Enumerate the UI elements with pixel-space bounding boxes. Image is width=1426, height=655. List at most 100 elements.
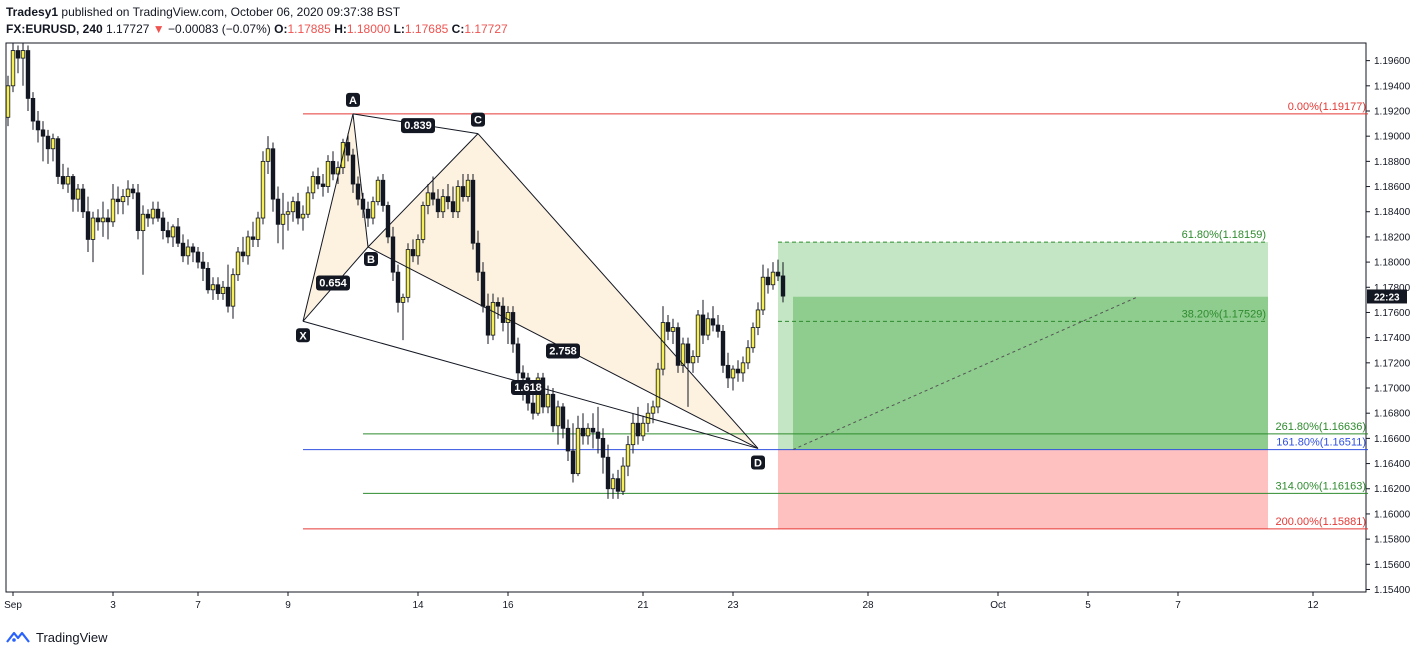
y-tick-label: 1.15400 [1374, 585, 1411, 596]
symbol-label[interactable]: FX:EURUSD, 240 [6, 22, 103, 36]
candle-body [750, 327, 756, 349]
candle-body [475, 242, 481, 273]
candle-body [765, 276, 771, 286]
candle-body [180, 242, 186, 257]
candle-body [35, 120, 41, 131]
candle-body [330, 160, 336, 175]
pattern-point-badge [296, 328, 310, 343]
candle-body [320, 183, 326, 187]
symbol-line: FX:EURUSD, 240 1.17727 ▼ −0.00083 (−0.07… [6, 21, 508, 38]
fib-level-label: 314.00%(1.16163) [1275, 480, 1366, 492]
candle-body [720, 330, 726, 366]
x-tick-label: 28 [862, 600, 874, 611]
candle-body [305, 192, 311, 215]
loss-zone [778, 449, 1268, 529]
candle-body [265, 148, 271, 162]
publisher-name[interactable]: Tradesy1 [6, 5, 59, 19]
candle-body [470, 179, 476, 244]
candle-body [480, 271, 486, 307]
candle-body [405, 249, 411, 298]
close-value: 1.17727 [464, 22, 508, 36]
y-tick-label: 1.16600 [1374, 434, 1411, 445]
candle-body [235, 251, 241, 276]
candle-body [280, 213, 286, 225]
ratio-badge [546, 343, 580, 359]
candle-body [515, 343, 521, 374]
candle-body [295, 201, 301, 219]
candle-body [700, 314, 706, 336]
pattern-triangle-bcd [368, 133, 758, 449]
candle-body [200, 261, 206, 269]
candle-body [655, 368, 661, 408]
candle-body [135, 192, 141, 232]
y-tick-label: 1.16200 [1374, 484, 1411, 495]
pattern-point-badge [364, 251, 378, 266]
candle-body [15, 50, 21, 59]
candle-body [260, 160, 266, 219]
candle-body [545, 393, 551, 408]
tradingview-logo-icon [6, 631, 30, 643]
candle-body [95, 217, 101, 223]
trade-path [792, 296, 1139, 451]
candle-body [680, 343, 686, 366]
candle-body [350, 154, 356, 185]
candle-body [50, 138, 56, 150]
y-tick-label: 1.18800 [1374, 157, 1411, 168]
ratio-label: 1.618 [514, 382, 542, 394]
x-tick-label: 14 [412, 600, 424, 611]
candle-body [220, 286, 226, 294]
candle-body [730, 368, 736, 379]
candle-body [165, 230, 171, 238]
candle-body [275, 198, 281, 225]
pattern-point-badge [346, 92, 360, 107]
open-label: O: [274, 22, 288, 36]
candle-body [70, 176, 76, 200]
ratio-badge [401, 118, 435, 134]
candle-body [670, 327, 676, 332]
y-tick-label: 1.15600 [1374, 560, 1411, 571]
candle-body [705, 318, 711, 336]
candle-body [155, 208, 161, 219]
pattern-leg-ab [352, 113, 369, 248]
y-tick-label: 1.15800 [1374, 535, 1411, 546]
x-tick-label: 3 [110, 600, 116, 611]
candle-body [125, 188, 131, 198]
candle-body [660, 322, 666, 370]
y-tick-label: 1.16000 [1374, 509, 1411, 520]
candle-body [420, 205, 426, 240]
footer-brand[interactable]: TradingView [6, 627, 108, 647]
fib-level-label: 261.80%(1.16636) [1275, 421, 1366, 433]
fib-level-label: 200.00%(1.15881) [1275, 516, 1366, 528]
candle-body [725, 364, 731, 379]
y-tick-label: 1.18400 [1374, 207, 1411, 218]
candle-body [665, 322, 671, 332]
fib-level-label: 0.00%(1.19177) [1288, 101, 1366, 113]
candle-body [225, 286, 231, 307]
x-tick-label: 7 [1175, 600, 1181, 611]
candle-body [205, 267, 211, 291]
pattern-point-label: B [367, 254, 375, 266]
y-tick-label: 1.17200 [1374, 358, 1411, 369]
candle-body [335, 167, 341, 175]
candle-body [495, 301, 501, 307]
price-change: −0.00083 (−0.07%) [168, 22, 271, 36]
candle-body [740, 362, 746, 374]
candle-body [175, 226, 181, 244]
candle-body [590, 427, 596, 433]
chart-header: Tradesy1 published on TradingView.com, O… [6, 4, 508, 38]
low-value: 1.17685 [404, 22, 449, 36]
candle-body [510, 312, 516, 345]
down-arrow-icon: ▼ [152, 22, 165, 36]
pattern-point-badge [471, 112, 485, 127]
x-tick-label: 21 [637, 600, 649, 611]
candle-body [150, 208, 156, 219]
candle-body [570, 450, 576, 475]
pattern-point-label: X [299, 330, 307, 342]
pattern-leg-xa [302, 113, 354, 322]
candle-body [5, 85, 11, 118]
candle-body [255, 217, 261, 240]
candle-body [690, 356, 696, 364]
pattern-point-label: C [474, 115, 482, 127]
candle-body [650, 406, 656, 414]
